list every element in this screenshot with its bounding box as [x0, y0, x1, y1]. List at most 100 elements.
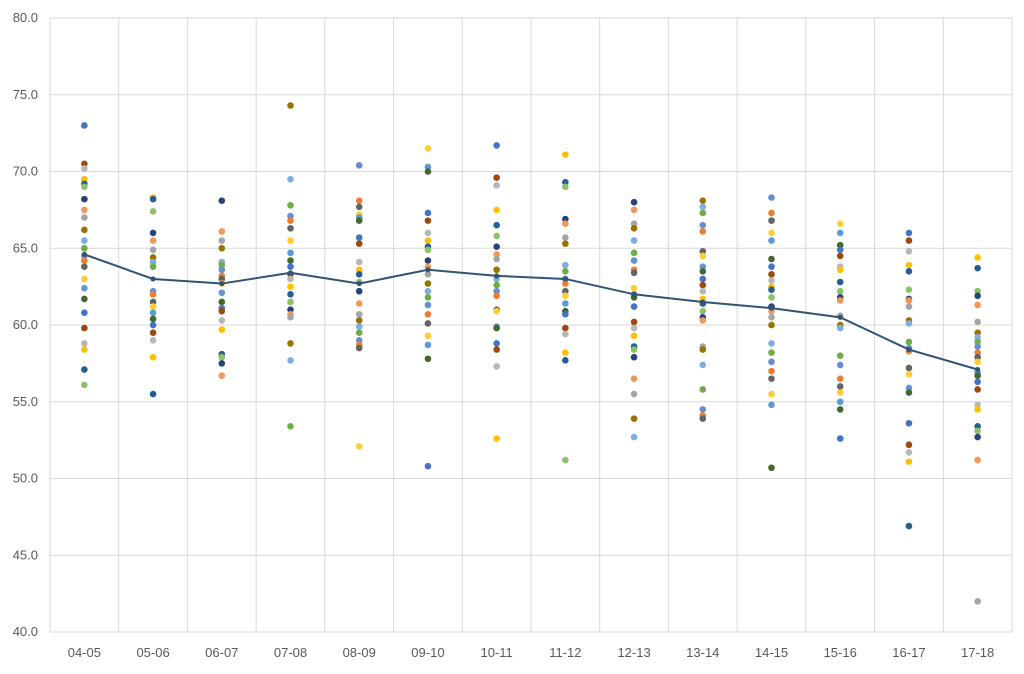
scatter-point [424, 332, 432, 340]
scatter-point [836, 297, 844, 304]
scatter-point [768, 314, 775, 321]
scatter-point [699, 209, 707, 217]
scatter-point [699, 263, 707, 270]
scatter-point [149, 258, 157, 266]
scatter-point [493, 251, 500, 258]
scatter-point [287, 263, 294, 270]
scatter-point [218, 266, 226, 274]
scatter-point [974, 401, 981, 409]
scatter-point [218, 298, 226, 306]
scatter-point [424, 237, 432, 244]
scatter-point [493, 142, 500, 149]
scatter-point [493, 281, 500, 289]
scatter-point [562, 234, 569, 241]
scatter-point [630, 375, 638, 383]
scatter-point [493, 232, 500, 240]
scatter-point [768, 321, 775, 329]
scatter-point [974, 378, 981, 386]
average-point [356, 280, 362, 287]
scatter-point [149, 353, 157, 361]
scatter-point [630, 224, 638, 232]
scatter-point [218, 372, 226, 379]
scatter-point [424, 217, 432, 224]
scatter-point [493, 182, 500, 189]
average-point [975, 366, 981, 373]
scatter-point [562, 178, 569, 186]
x-tick-label: 11-12 [549, 645, 581, 660]
scatter-point [149, 298, 157, 306]
scatter-point [562, 300, 569, 307]
scatter-point [699, 386, 707, 393]
scatter-point [81, 214, 88, 221]
scatter-point [81, 295, 88, 303]
scatter-point [287, 217, 294, 224]
scatter-point [768, 209, 775, 217]
scatter-point [630, 206, 638, 214]
y-tick-label: 70.0 [13, 164, 38, 179]
scatter-point [905, 229, 913, 237]
scatter-point [424, 341, 432, 349]
y-tick-label: 75.0 [13, 87, 38, 102]
scatter-point [562, 215, 569, 223]
scatter-point [836, 398, 844, 406]
scatter-points [81, 102, 981, 605]
scatter-point [81, 346, 88, 353]
scatter-point [424, 320, 432, 327]
scatter-point [699, 228, 707, 235]
x-tick-label: 10-11 [480, 645, 512, 660]
average-point [425, 267, 431, 273]
scatter-point [905, 237, 913, 244]
scatter-point [630, 415, 638, 422]
x-tick-label: 07-08 [274, 645, 307, 660]
scatter-point [149, 237, 157, 244]
scatter-point [287, 249, 294, 257]
scatter-point [493, 243, 500, 251]
y-tick-label: 65.0 [13, 240, 38, 255]
scatter-point [562, 349, 569, 356]
scatter-point [287, 237, 294, 244]
scatter-point [493, 307, 500, 315]
average-point [150, 276, 156, 282]
scatter-point [424, 246, 432, 254]
scatter-point [218, 261, 226, 269]
scatter-point [974, 456, 981, 464]
scatter-point [630, 346, 638, 353]
scatter-point [287, 357, 294, 364]
scatter-point [905, 419, 913, 427]
scatter-point [493, 363, 500, 370]
x-tick-label: 15-16 [824, 645, 857, 660]
scatter-point [768, 375, 775, 383]
scatter-point [355, 337, 363, 344]
scatter-point [699, 275, 707, 283]
average-point [287, 270, 294, 276]
average-point [562, 276, 568, 282]
x-tick-label: 16-17 [892, 645, 925, 660]
scatter-point [81, 237, 88, 244]
average-point [768, 305, 775, 311]
scatter-point [905, 286, 913, 293]
scatter-point [355, 203, 363, 211]
x-tick-label: 08-09 [343, 645, 376, 660]
scatter-point [355, 442, 363, 450]
scatter-point [149, 315, 157, 323]
scatter-point [905, 364, 913, 372]
x-axis-tick-labels: 04-05 05-06 06-07 07-08 08-09 09-10 10-11 11-12… [68, 645, 995, 660]
scatter-point [974, 338, 981, 346]
scatter-point [974, 386, 981, 393]
scatter-point [287, 224, 294, 232]
scatter-point [355, 317, 363, 324]
scatter-point [699, 197, 707, 204]
scatter-point [424, 462, 432, 470]
scatter-point [424, 271, 432, 278]
scatter-point [81, 324, 88, 332]
scatter-point [562, 240, 569, 247]
scatter-point [287, 340, 294, 347]
scatter-point [630, 257, 638, 264]
y-tick-label: 80.0 [13, 10, 38, 25]
scatter-point [630, 284, 638, 292]
scatter-point [768, 237, 775, 244]
scatter-point [768, 390, 775, 398]
scatter-point [905, 267, 913, 275]
scatter-point [81, 263, 88, 270]
